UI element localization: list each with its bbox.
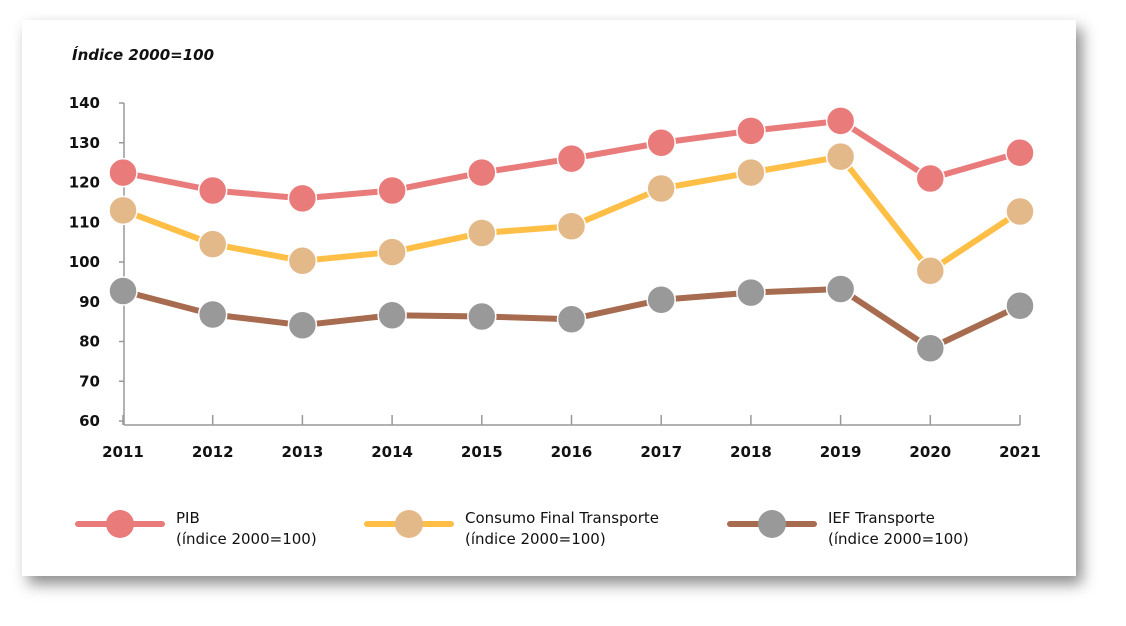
data-point [556,304,587,334]
legend-marker [106,510,134,538]
data-point [736,277,766,308]
y-tick-label: 110 [69,213,100,231]
data-point [915,255,946,286]
legend-sublabel: (índice 2000=100) [176,530,317,548]
y-tick-label: 120 [69,174,100,192]
x-tick-label: 2015 [461,443,503,461]
data-point [108,195,138,226]
data-point [287,183,318,214]
data-point [108,157,138,188]
x-tick-label: 2012 [192,443,234,461]
y-tick-label: 60 [79,412,100,430]
data-point [1005,290,1035,321]
data-point [287,310,318,340]
data-point [915,163,946,194]
data-point [287,246,318,276]
data-point [736,157,766,188]
data-point [197,175,228,206]
legend-marker [395,510,423,538]
y-tick-label: 70 [79,372,100,390]
x-tick-label: 2021 [999,443,1041,461]
data-point [1005,196,1035,227]
data-point [197,229,228,259]
y-tick-label: 140 [69,94,100,112]
y-tick-label: 80 [79,333,100,351]
x-tick-label: 2011 [102,443,144,461]
data-point [377,237,407,267]
legend-marker [758,510,786,538]
x-tick-label: 2014 [371,443,413,461]
data-point [467,301,497,332]
y-tick-label: 90 [79,293,100,311]
data-point [377,300,407,331]
data-point [646,285,676,315]
x-tick-label: 2016 [551,443,593,461]
data-point [197,299,228,330]
legend-sublabel: (índice 2000=100) [465,530,606,548]
data-point [825,274,856,304]
y-axis-title: Índice 2000=100 [72,45,214,64]
data-point [646,173,676,204]
data-point [108,276,138,306]
legend-label: IEF Transporte [828,509,935,527]
x-tick-label: 2017 [640,443,682,461]
y-tick-label: 130 [69,134,100,152]
legend-label: PIB [176,509,200,527]
data-point [377,175,407,206]
data-point [646,128,676,158]
x-tick-label: 2020 [909,443,951,461]
data-point [556,211,587,241]
data-point [825,106,856,136]
chart-card [22,20,1076,576]
x-tick-label: 2019 [820,443,862,461]
data-point [467,218,497,248]
data-point [1005,137,1035,168]
legend-sublabel: (índice 2000=100) [828,530,969,548]
data-point [736,116,766,146]
x-tick-label: 2018 [730,443,772,461]
data-point [825,141,856,172]
data-point [467,157,497,188]
x-tick-label: 2013 [282,443,324,461]
data-point [915,333,946,364]
y-tick-label: 100 [69,253,100,271]
legend-label: Consumo Final Transporte [465,509,659,527]
data-point [556,143,587,174]
